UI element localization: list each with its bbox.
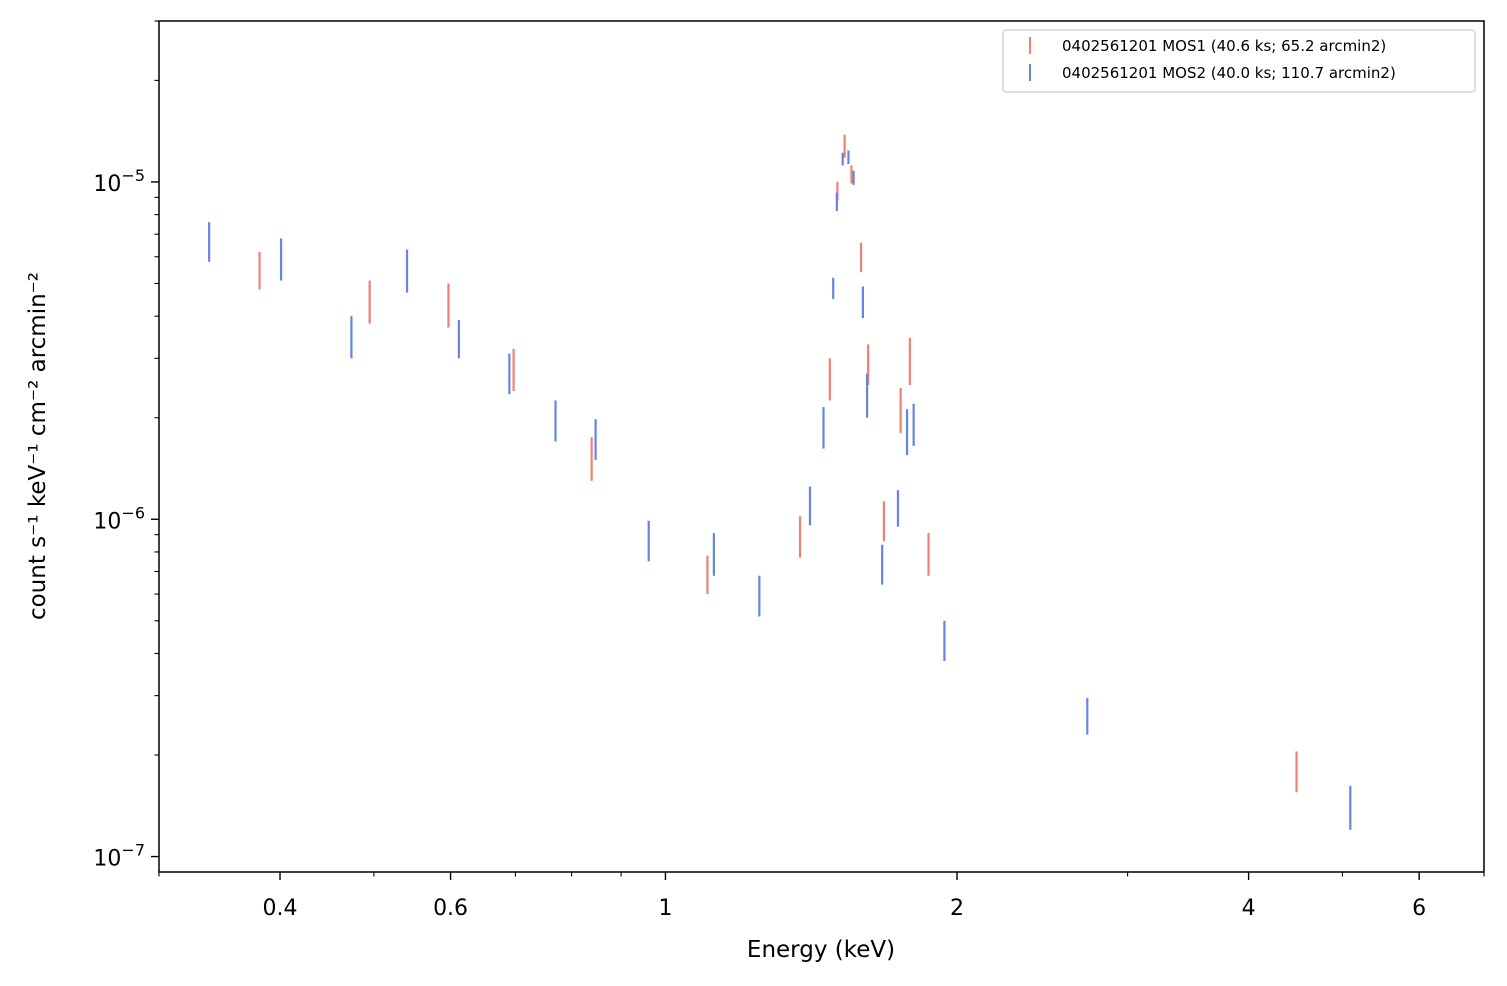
plot-area [158,20,1485,873]
data-points [208,134,1352,830]
legend-entry-mos2: 0402561201 MOS2 (40.0 ks; 110.7 arcmin2) [1029,64,1396,82]
x-tick-label: 6 [1412,896,1426,921]
y-tick-label: 10−5 [93,166,145,197]
x-tick-label: 1 [658,896,672,921]
legend-label: 0402561201 MOS2 (40.0 ks; 110.7 arcmin2) [1062,64,1396,82]
x-tick-label: 0.6 [433,896,468,921]
y-axis-label: count s⁻¹ keV⁻¹ cm⁻² arcmin⁻² [25,272,51,620]
x-axis-label: Energy (keV) [747,937,895,963]
x-axis: 0.4 0.6 1 2 4 6 [158,872,1485,921]
x-tick-label: 2 [950,896,964,921]
series-1 [258,134,1298,793]
series-2 [208,150,1352,830]
legend: 0402561201 MOS1 (40.6 ks; 65.2 arcmin2) … [1002,29,1476,93]
legend-label: 0402561201 MOS1 (40.6 ks; 65.2 arcmin2) [1062,37,1386,55]
legend-entry-mos1: 0402561201 MOS1 (40.6 ks; 65.2 arcmin2) [1029,37,1386,55]
legend-frame [1002,29,1476,93]
y-tick-label: 10−7 [93,841,145,872]
x-tick-label: 0.4 [263,896,298,921]
y-axis: 10−7 10−6 10−5 [93,20,159,872]
y-tick-label: 10−6 [93,503,145,534]
x-tick-label: 4 [1242,896,1256,921]
